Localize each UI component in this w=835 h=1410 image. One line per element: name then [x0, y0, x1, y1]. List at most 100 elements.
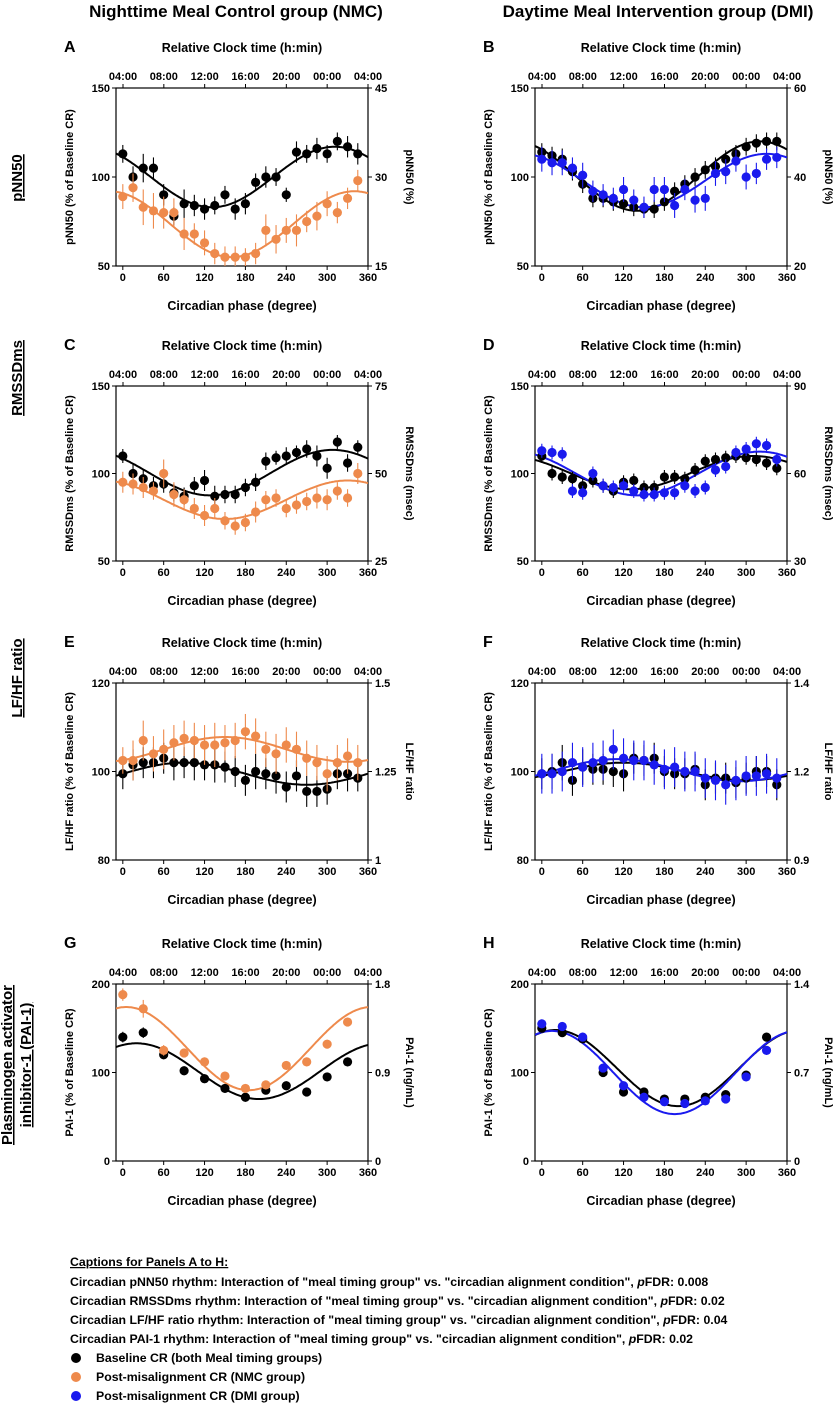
data-point-nmc	[230, 521, 240, 531]
data-point-baseline	[751, 138, 761, 148]
data-point-baseline	[312, 451, 322, 461]
caption-text: Circadian pNN50 rhythm: Interaction of "…	[70, 1275, 637, 1289]
top-tick-label: 04:00	[354, 369, 382, 381]
y2-tick-label: 90	[794, 381, 806, 393]
x-axis-label: Circadian phase (degree)	[167, 893, 316, 907]
data-point-baseline	[281, 190, 291, 200]
top-tick-label: 08:00	[150, 967, 178, 979]
data-point-dmi	[721, 1094, 731, 1104]
data-point-dmi	[659, 1097, 670, 1107]
data-point-nmc	[159, 744, 169, 754]
top-tick-label: 04:00	[773, 666, 801, 678]
data-point-dmi	[618, 753, 629, 763]
top-tick-label: 04:00	[109, 666, 137, 678]
y-tick-label: 80	[98, 855, 110, 867]
fit-curve-baseline	[116, 761, 368, 786]
data-point-nmc	[291, 500, 302, 510]
data-point-baseline	[251, 766, 261, 777]
caption-text: Circadian PAI-1 rhythm: Interaction of "…	[70, 1332, 629, 1346]
data-point-dmi	[537, 769, 547, 779]
data-point-nmc	[322, 1039, 332, 1049]
top-tick-label: 20:00	[272, 369, 300, 381]
data-point-nmc	[332, 758, 342, 768]
top-tick-label: 16:00	[650, 967, 678, 979]
y2-tick-label: 75	[375, 381, 387, 393]
data-point-dmi	[557, 1021, 567, 1032]
data-point-nmc	[220, 516, 230, 526]
y-tick-label: 200	[511, 979, 529, 991]
caption-p: p	[628, 1332, 637, 1346]
data-point-dmi	[608, 744, 618, 754]
data-point-nmc	[118, 990, 128, 1000]
data-point-baseline	[302, 786, 312, 797]
data-point-dmi	[578, 762, 588, 772]
data-point-dmi	[670, 762, 680, 772]
y2-tick-label: 20	[794, 261, 806, 273]
x-tick-label: 300	[318, 567, 336, 579]
x-tick-label: 0	[120, 567, 126, 579]
data-point-baseline	[302, 444, 312, 454]
data-point-baseline	[179, 758, 189, 768]
panel-B: B Relative Clock time (h:min) 0 60 120 180 240…	[483, 39, 834, 313]
data-point-nmc	[148, 486, 159, 496]
y2-tick-label: 60	[794, 83, 806, 95]
column-title-dmi: Daytime Meal Intervention group (DMI)	[503, 2, 814, 21]
top-tick-label: 16:00	[231, 967, 259, 979]
caption-line-4: Circadian PAI-1 rhythm: Interaction of "…	[70, 1332, 693, 1346]
data-point-baseline	[189, 481, 199, 491]
data-point-baseline	[751, 454, 761, 465]
top-tick-label: 20:00	[691, 369, 719, 381]
caption-p: p	[636, 1275, 645, 1289]
legend-text: Post-misalignment CR (NMC group)	[96, 1370, 305, 1384]
data-point-dmi	[690, 766, 700, 777]
x-tick-label: 0	[120, 272, 126, 284]
data-point-baseline	[240, 1092, 251, 1102]
x-tick-label: 180	[655, 866, 673, 878]
y-tick-label: 100	[92, 172, 110, 184]
data-point-baseline	[220, 762, 230, 772]
data-point-nmc	[210, 248, 220, 259]
data-point-nmc	[261, 225, 271, 235]
data-point-dmi	[721, 167, 731, 177]
y2-axis-label: LF/HF ratio	[822, 742, 834, 800]
data-point-baseline	[169, 758, 179, 768]
y-tick-label: 200	[92, 979, 110, 991]
data-point-nmc	[271, 493, 281, 503]
y2-axis-label: RMSSDms (msec)	[822, 426, 834, 520]
data-point-nmc	[138, 1004, 148, 1014]
x-tick-label: 360	[359, 1167, 377, 1179]
x-tick-label: 60	[577, 866, 589, 878]
y2-tick-label: 0.9	[794, 855, 809, 867]
data-point-dmi	[700, 773, 710, 783]
x-tick-label: 120	[195, 272, 213, 284]
top-tick-label: 20:00	[272, 967, 300, 979]
top-tick-label: 12:00	[191, 71, 219, 83]
top-tick-label: 00:00	[732, 967, 760, 979]
data-point-dmi	[772, 773, 782, 783]
y-tick-label: 100	[511, 469, 529, 481]
x-tick-label: 180	[236, 1167, 254, 1179]
top-tick-label: 00:00	[313, 369, 341, 381]
data-point-baseline	[322, 149, 332, 159]
x-tick-label: 0	[539, 1167, 545, 1179]
data-point-dmi	[772, 152, 782, 163]
data-point-nmc	[210, 503, 220, 514]
top-tick-label: 08:00	[569, 369, 597, 381]
data-point-nmc	[138, 735, 148, 746]
top-tick-label: 20:00	[691, 967, 719, 979]
data-point-baseline	[271, 453, 281, 463]
row-title-3: LF/HF ratio	[9, 638, 26, 717]
data-point-nmc	[302, 496, 312, 507]
data-point-baseline	[670, 472, 680, 482]
data-point-dmi	[710, 168, 721, 179]
y-axis-label: PAI-1 (% of Baseline CR)	[64, 1008, 76, 1136]
data-point-dmi	[608, 193, 618, 203]
y2-tick-label: 1.2	[794, 767, 809, 779]
x-tick-label: 240	[277, 866, 295, 878]
top-tick-label: 16:00	[231, 369, 259, 381]
data-point-dmi	[710, 775, 721, 785]
data-point-nmc	[291, 225, 302, 235]
y-tick-label: 150	[92, 381, 110, 393]
caption-fdr: FDR: 0.008	[645, 1275, 709, 1289]
data-point-dmi	[680, 766, 690, 777]
